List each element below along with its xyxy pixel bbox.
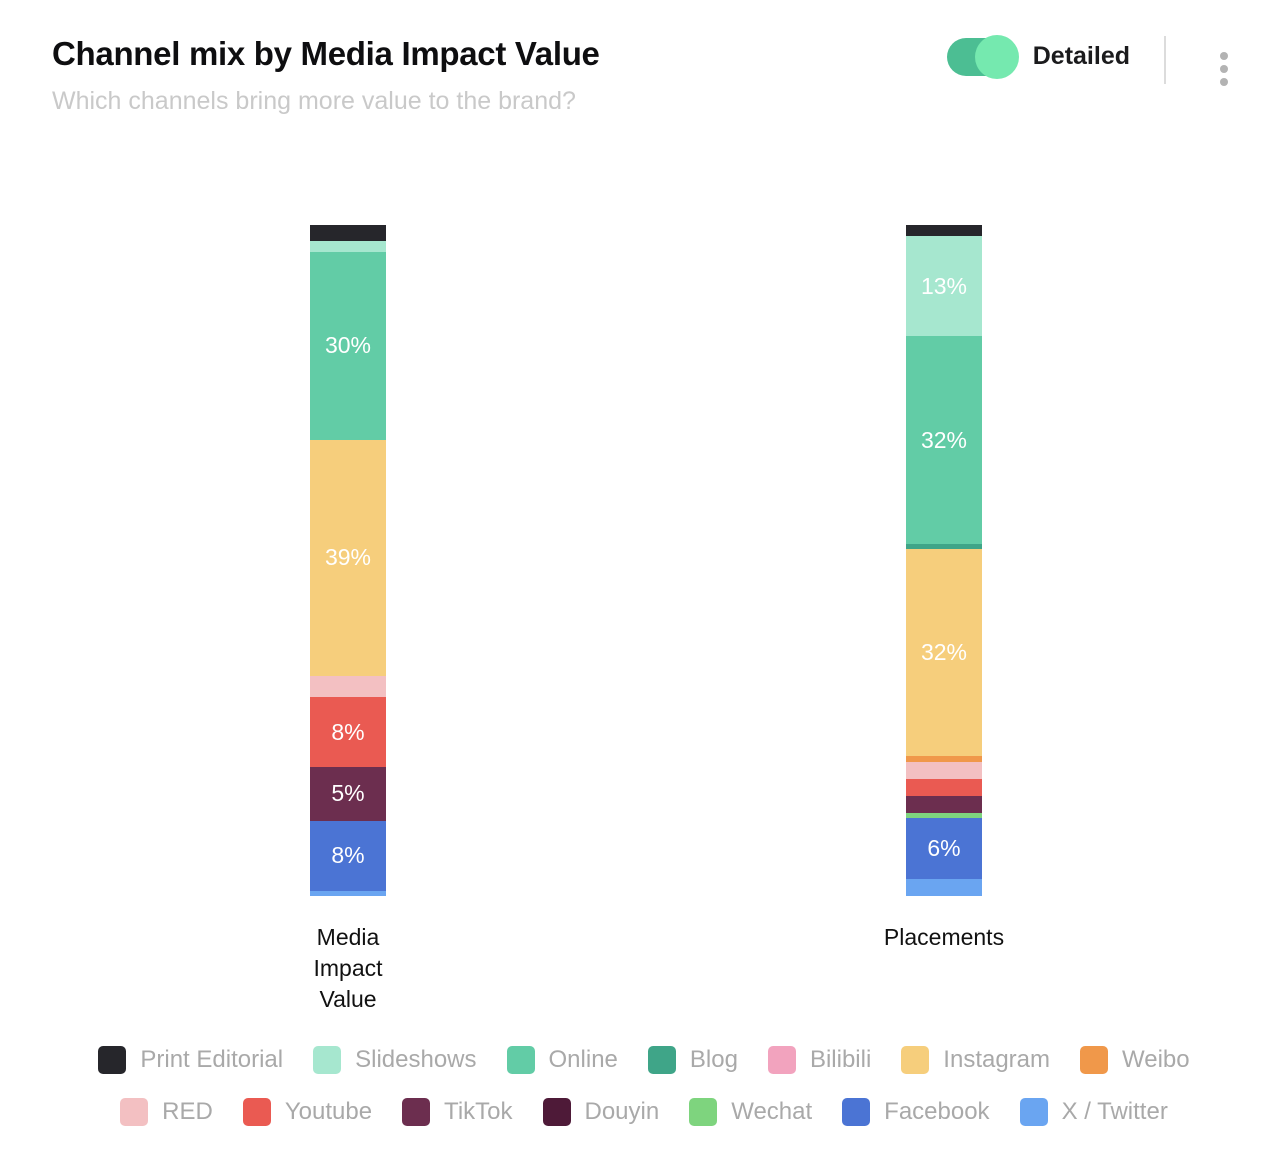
detailed-toggle-label: Detailed bbox=[1032, 42, 1130, 70]
bar-segment-blog[interactable] bbox=[906, 543, 982, 550]
legend-item-print-editorial[interactable]: Print Editorial bbox=[98, 1046, 283, 1074]
legend-item-slideshows[interactable]: Slideshows bbox=[313, 1046, 477, 1074]
legend-swatch-tiktok bbox=[402, 1098, 431, 1126]
header-divider bbox=[1164, 36, 1166, 84]
bar-segment-print-editorial[interactable] bbox=[310, 225, 386, 242]
legend-swatch-youtube bbox=[242, 1098, 271, 1126]
bar-segment-instagram[interactable]: 32% bbox=[906, 549, 982, 757]
legend-row: RED Youtube TikTok Douyin Wechat Facebook X / … bbox=[120, 1098, 1168, 1126]
legend: Print Editorial Slideshows Online Blog Bilib… bbox=[0, 1046, 1288, 1126]
legend-swatch-red bbox=[120, 1098, 149, 1126]
legend-label: Youtube bbox=[284, 1098, 373, 1125]
legend-item-youtube[interactable]: Youtube bbox=[242, 1098, 373, 1126]
legend-row: Print Editorial Slideshows Online Blog Bilib… bbox=[98, 1046, 1190, 1074]
bar-segment-print-editorial[interactable] bbox=[906, 225, 982, 237]
kebab-menu-icon[interactable] bbox=[1208, 40, 1240, 98]
stacked-bar-media-impact-value: 30% 39% 8% 5% 8% bbox=[310, 225, 386, 896]
legend-item-wechat[interactable]: Wechat bbox=[689, 1098, 812, 1126]
stacked-bar-placements: 13% 32% 32% 6% bbox=[906, 225, 982, 896]
legend-item-red[interactable]: RED bbox=[120, 1098, 213, 1126]
legend-item-instagram[interactable]: Instagram bbox=[901, 1046, 1050, 1074]
legend-swatch-facebook bbox=[842, 1098, 871, 1126]
page-title: Channel mix by Media Impact Value bbox=[52, 35, 600, 72]
legend-swatch-slideshows bbox=[313, 1046, 342, 1074]
legend-item-online[interactable]: Online bbox=[506, 1046, 618, 1074]
bar-segment-facebook[interactable]: 8% bbox=[310, 820, 386, 891]
legend-label: RED bbox=[162, 1098, 213, 1125]
bar-segment-youtube[interactable] bbox=[906, 778, 982, 796]
bar-segment-x-twitter[interactable] bbox=[906, 879, 982, 896]
legend-label: Bilibili bbox=[809, 1046, 872, 1073]
bar-segment-slideshows[interactable] bbox=[310, 241, 386, 252]
category-label: Media Impact Value bbox=[313, 924, 383, 1012]
bar-segment-wechat[interactable] bbox=[906, 812, 982, 819]
kebab-dot bbox=[1220, 52, 1228, 60]
bar-segment-facebook[interactable]: 6% bbox=[906, 818, 982, 880]
legend-label: Instagram bbox=[943, 1046, 1051, 1073]
legend-label: X / Twitter bbox=[1061, 1098, 1168, 1125]
legend-item-bilibili[interactable]: Bilibili bbox=[767, 1046, 872, 1074]
legend-label: Wechat bbox=[731, 1098, 813, 1125]
bar-segment-tiktok[interactable] bbox=[906, 795, 982, 813]
legend-item-douyin[interactable]: Douyin bbox=[542, 1098, 660, 1126]
legend-label: Weibo bbox=[1122, 1046, 1190, 1073]
legend-swatch-print-editorial bbox=[98, 1046, 127, 1074]
card-header: Channel mix by Media Impact Value Which … bbox=[0, 0, 1288, 116]
legend-swatch-instagram bbox=[901, 1046, 930, 1074]
bar-column-media-impact-value: 30% 39% 8% 5% 8% Media Impact Value bbox=[228, 225, 468, 1015]
bar-segment-x-twitter[interactable] bbox=[310, 890, 386, 896]
bar-segment-slideshows[interactable]: 13% bbox=[906, 236, 982, 337]
bar-segment-online[interactable]: 30% bbox=[310, 251, 386, 440]
header-controls: Detailed bbox=[946, 35, 1240, 98]
detailed-toggle[interactable] bbox=[946, 35, 1019, 79]
bar-segment-red[interactable] bbox=[906, 762, 982, 779]
bar-segment-tiktok[interactable]: 5% bbox=[310, 766, 386, 821]
page-subtitle: Which channels bring more value to the b… bbox=[52, 87, 576, 115]
legend-item-x-twitter[interactable]: X / Twitter bbox=[1019, 1098, 1168, 1126]
bar-column-placements: 13% 32% 32% 6% Placements bbox=[824, 225, 1064, 953]
toggle-knob bbox=[974, 35, 1019, 79]
legend-swatch-douyin bbox=[542, 1098, 571, 1126]
legend-label: Online bbox=[548, 1046, 618, 1073]
legend-label: TikTok bbox=[444, 1098, 513, 1125]
legend-swatch-weibo bbox=[1080, 1046, 1109, 1074]
bar-segment-youtube[interactable]: 8% bbox=[310, 697, 386, 767]
legend-swatch-x-twitter bbox=[1019, 1098, 1048, 1126]
kebab-dot bbox=[1220, 78, 1228, 86]
bar-segment-instagram[interactable]: 39% bbox=[310, 439, 386, 676]
legend-swatch-wechat bbox=[689, 1098, 718, 1126]
legend-swatch-bilibili bbox=[767, 1046, 796, 1074]
bar-segment-online[interactable]: 32% bbox=[906, 336, 982, 544]
legend-item-facebook[interactable]: Facebook bbox=[842, 1098, 990, 1126]
legend-swatch-blog bbox=[647, 1046, 676, 1074]
header-titles: Channel mix by Media Impact Value Which … bbox=[52, 34, 600, 116]
legend-item-tiktok[interactable]: TikTok bbox=[402, 1098, 513, 1126]
legend-item-blog[interactable]: Blog bbox=[647, 1046, 738, 1074]
legend-label: Blog bbox=[689, 1046, 738, 1073]
legend-item-weibo[interactable]: Weibo bbox=[1080, 1046, 1190, 1074]
legend-label: Douyin bbox=[584, 1098, 660, 1125]
bar-segment-weibo[interactable] bbox=[906, 756, 982, 763]
legend-swatch-online bbox=[506, 1046, 535, 1074]
category-label: Placements bbox=[883, 924, 1005, 950]
legend-label: Slideshows bbox=[355, 1046, 477, 1073]
kebab-dot bbox=[1220, 65, 1228, 73]
legend-label: Facebook bbox=[884, 1098, 990, 1125]
chart-area: 30% 39% 8% 5% 8% Media Impact Value 13% 32% 32… bbox=[0, 225, 1288, 1012]
bar-segment-red[interactable] bbox=[310, 675, 386, 698]
legend-label: Print Editorial bbox=[140, 1046, 284, 1073]
